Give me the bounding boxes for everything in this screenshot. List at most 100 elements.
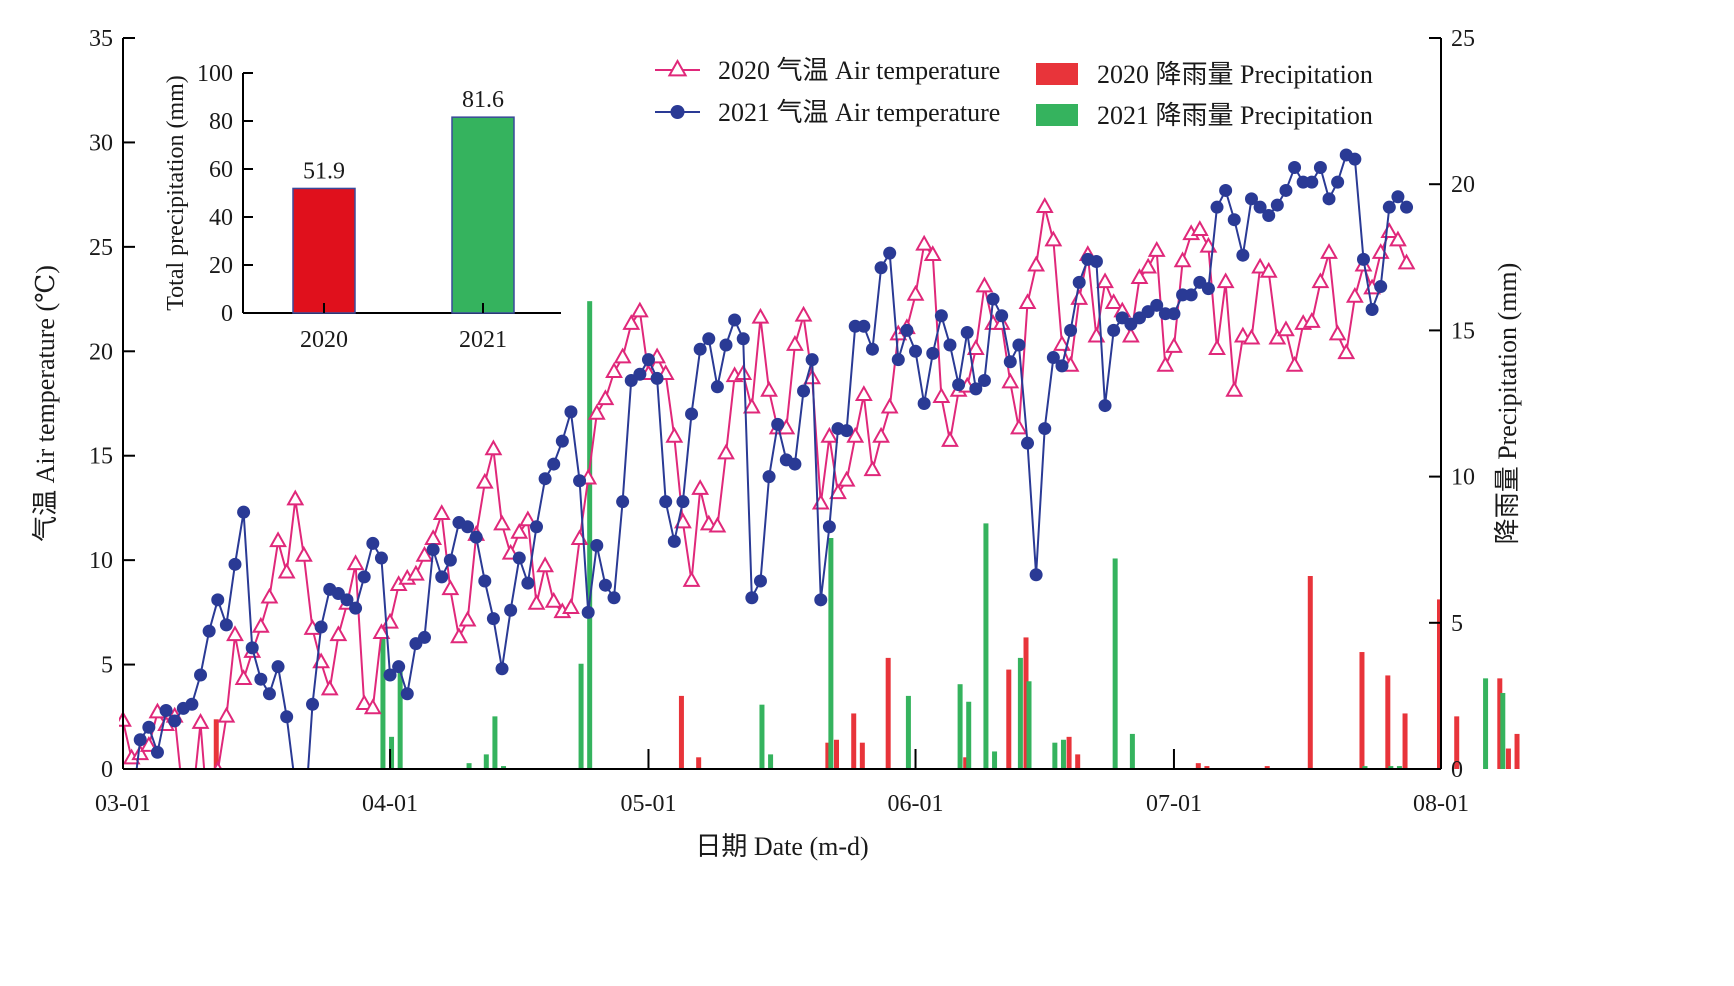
precip-2021-bar-3 <box>466 763 472 769</box>
inset-total-precipitation-chart: 0 20 40 60 80 100 51.9 2020 81.6 2021 Total precip… <box>163 61 561 353</box>
temperature-2021-point-144 <box>1356 252 1370 266</box>
temperature-2021-point-138 <box>1305 175 1319 189</box>
precip-2021-bar-19 <box>1052 742 1058 769</box>
temperature-2021-point-68 <box>702 332 716 346</box>
precip-2021-bar-8 <box>587 301 593 769</box>
precip-2021-bar-6 <box>501 766 507 769</box>
temperature-2021-point-126 <box>1201 282 1215 296</box>
temperature-2020-point-72 <box>734 364 753 381</box>
temperature-2020-point-69 <box>708 516 727 533</box>
inset-y-tick-label-2: 40 <box>209 205 233 231</box>
inset-y-tick-label-3: 60 <box>209 157 233 183</box>
y-right-tick-label-4: 20 <box>1451 172 1475 198</box>
temperature-2020-point-79 <box>794 305 813 322</box>
x-tick-label-0: 03-01 <box>95 791 151 817</box>
precip-2020-bar-3 <box>825 742 831 769</box>
temperature-2021-point-103 <box>1003 355 1017 369</box>
y-left-tick-label-4: 20 <box>89 339 113 365</box>
y-left-tick-label-6: 30 <box>89 130 113 156</box>
x-tick-label-5: 08-01 <box>1413 791 1469 817</box>
temperature-2021-point-90 <box>891 353 905 367</box>
y-left-tick-label-3: 15 <box>89 444 113 470</box>
precip-2021-bar-22 <box>1129 733 1135 769</box>
temperature-2020-point-105 <box>1018 293 1037 310</box>
temperature-2021-point-18 <box>271 660 285 674</box>
temperature-2021-point-139 <box>1313 160 1327 174</box>
temperature-2020-point-134 <box>1268 328 1287 345</box>
temperature-2020-point-47 <box>518 510 537 527</box>
x-tick-label-2: 05-01 <box>620 791 676 817</box>
precip-2021-bar-14 <box>966 701 972 769</box>
y-right-tick-label-1: 5 <box>1451 611 1463 637</box>
temperature-2021-point-146 <box>1374 280 1388 294</box>
temperature-2020-point-70 <box>717 443 735 460</box>
temperature-2021-point-140 <box>1322 192 1336 206</box>
temperature-2020-point-125 <box>1190 220 1209 236</box>
temperature-2020-point-106 <box>1027 255 1046 272</box>
precip-2021-bar-20 <box>1060 739 1066 769</box>
temperature-2020-point-55 <box>587 403 606 420</box>
temperature-2020-point-37 <box>432 504 451 520</box>
temperature-2021-point-56 <box>598 578 612 592</box>
temperature-2020-point-17 <box>260 587 279 604</box>
temperature-2020-point-78 <box>786 334 804 351</box>
temperature-2020-point-122 <box>1165 337 1183 353</box>
temperature-2020-point-89 <box>880 397 899 414</box>
temperature-2020-point-107 <box>1035 197 1054 213</box>
precip-2020-bar-7 <box>885 657 891 769</box>
temperature-2020-point-13 <box>226 625 244 642</box>
temperature-2020-point-66 <box>682 570 701 587</box>
legend-label-3: 2021 降雨量 Precipitation <box>1097 101 1373 130</box>
temperature-2021-point-55 <box>590 539 604 553</box>
temperature-2020-point-38 <box>441 579 460 596</box>
y-left-tick-label-7: 35 <box>89 26 113 52</box>
temperature-2021-point-46 <box>512 551 526 565</box>
precip-2021-bar-0 <box>380 628 386 769</box>
temperature-2021-point-78 <box>788 457 802 471</box>
temperature-2021-point-42 <box>478 574 492 588</box>
temperature-2021-point-51 <box>555 434 569 448</box>
temperature-2020-point-29 <box>363 698 382 715</box>
temperature-2021-point-27 <box>349 601 363 615</box>
inset-bar-2021 <box>451 116 515 314</box>
temperature-2021-point-94 <box>926 346 940 360</box>
temperature-2020-point-27 <box>346 554 365 571</box>
precip-2021-bar-21 <box>1112 558 1118 769</box>
temperature-2020-point-93 <box>915 234 934 251</box>
precip-2021-bar-10 <box>768 754 774 769</box>
temperature-2021-point-100 <box>977 374 991 388</box>
temperature-2020-point-39 <box>450 627 468 644</box>
temperature-2020-point-136 <box>1285 355 1304 372</box>
temperature-2020-point-43 <box>484 439 503 456</box>
y-left-tick-label-2: 10 <box>89 548 113 574</box>
temperature-2021-point-33 <box>400 687 414 701</box>
temperature-2020-point-86 <box>854 385 873 401</box>
temperature-2020-point-60 <box>630 301 649 318</box>
temperature-2020-point-142 <box>1337 343 1356 360</box>
temperature-2020-point-18 <box>269 531 287 548</box>
temperature-2021-point-71 <box>728 313 742 327</box>
temperature-2020-point-21 <box>294 545 313 562</box>
temperature-2021-point-134 <box>1270 198 1284 212</box>
precip-2021-bar-12 <box>905 695 911 769</box>
precip-2021-bar-7 <box>578 663 584 769</box>
temperature-2021-point-106 <box>1029 568 1043 582</box>
temperature-2021-point-88 <box>874 261 888 275</box>
temperature-2021-point-69 <box>710 380 724 394</box>
y-right-tick-label-2: 10 <box>1451 465 1475 491</box>
temperature-2020-point-115 <box>1104 293 1123 310</box>
temperature-2021-point-60 <box>633 367 647 381</box>
temperature-2021-point-8 <box>185 697 199 711</box>
temperature-2020-point-103 <box>1001 372 1020 389</box>
precip-2020-bar-21 <box>1454 716 1460 769</box>
temperature-2020-point-57 <box>605 362 623 378</box>
x-tick-label-3: 06-01 <box>888 791 944 817</box>
temperature-2020-point-8 <box>185 799 199 812</box>
precip-2021-bar-24 <box>1388 766 1394 769</box>
temperature-2021-point-53 <box>573 474 587 488</box>
temperature-2021-point-87 <box>865 342 879 356</box>
temperature-2021-point-114 <box>1098 399 1112 413</box>
precip-2021-bar-23 <box>1362 766 1368 769</box>
temperature-2021-point-120 <box>1150 298 1164 312</box>
